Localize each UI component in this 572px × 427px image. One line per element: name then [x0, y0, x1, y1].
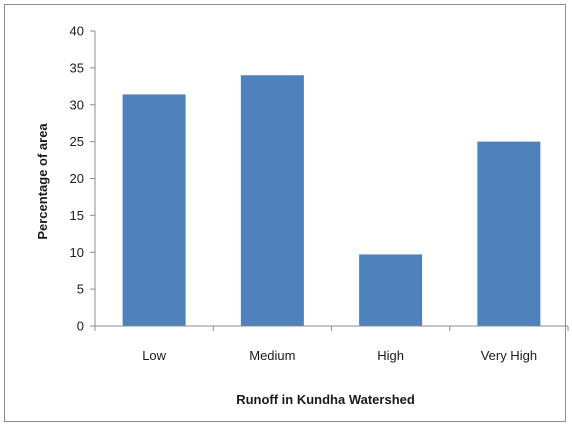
x-tick-label: High: [377, 348, 404, 363]
bar-low: [122, 94, 186, 326]
bars: [122, 75, 541, 326]
y-tick-label: 30: [70, 97, 84, 112]
x-tick-label: Very High: [481, 348, 537, 363]
y-tick-label: 35: [70, 60, 84, 75]
y-tick-label: 40: [70, 24, 84, 39]
x-axis-title: Runoff in Kundha Watershed: [236, 392, 415, 407]
y-tick-label: 5: [77, 282, 84, 297]
y-tick-label: 25: [70, 134, 84, 149]
bar-medium: [240, 75, 304, 326]
bar-high: [359, 254, 423, 326]
bar-very-high: [477, 141, 541, 326]
y-axis-ticks: 0 5 10 15 20 25 30 35 40: [70, 24, 95, 334]
y-tick-label: 20: [70, 171, 84, 186]
x-axis-ticks: Low Medium High Very High: [94, 326, 569, 363]
y-tick-label: 0: [77, 319, 84, 334]
y-axis-title: Percentage of area: [35, 123, 50, 240]
y-tick-label: 10: [70, 245, 84, 260]
y-tick-label: 15: [70, 208, 84, 223]
x-tick-label: Low: [142, 348, 166, 363]
x-tick-label: Medium: [249, 348, 295, 363]
